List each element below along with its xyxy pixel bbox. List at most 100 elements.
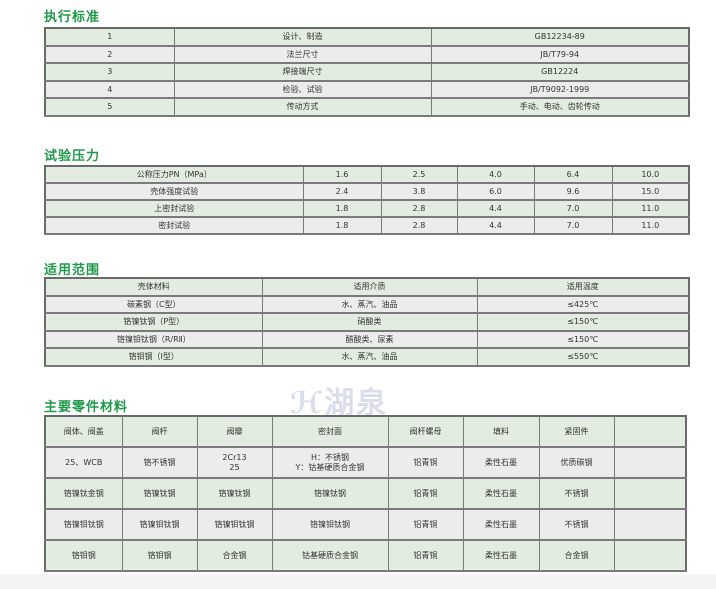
- table-cell: 铬不锈钢: [121, 446, 198, 479]
- table-cell: JB/T79-94: [430, 45, 690, 64]
- scope-table: 壳体材料 适用介质 适用温度 碳素钢（C型） 水、蒸汽、油品 ≤425℃ 铬镍钛钢（P型）硝…: [44, 277, 690, 367]
- pressure-table: 公称压力PN（MPa） 1.6 2.5 4.0 6.4 10.0 壳体强度试验 2.4 3.8 6…: [44, 165, 690, 235]
- table-cell: 6.4: [533, 165, 613, 184]
- table-cell: 4.0: [456, 165, 535, 184]
- standards-table: 1 设计、制造 GB12234-89 2 法兰尺寸 JB/T79-94 3 焊接端尺寸 GB12…: [44, 27, 690, 117]
- table-cell: [613, 415, 687, 448]
- table-cell: 手动、电动、齿轮传动: [430, 97, 690, 117]
- table-cell: 壳体材料: [44, 277, 263, 297]
- table-row: 铬镍钛钢（P型） 硝酸类 ≤150℃: [44, 312, 690, 332]
- table-cell: 密封试验: [44, 216, 304, 235]
- table-row: 4 检验、试验 JB/T9092-1999: [44, 80, 690, 99]
- table-cell: 铬镍钛钢（P型）: [44, 312, 263, 332]
- table-cell: 1: [44, 27, 175, 47]
- table-cell: 6.0: [456, 182, 535, 201]
- table-cell: 合金钢: [196, 539, 273, 572]
- table-cell: 5: [44, 97, 175, 117]
- table-cell: 柔性石墨: [462, 477, 540, 510]
- table-cell: 4.4: [456, 199, 535, 218]
- table-cell: 铬镍钛钢: [271, 477, 389, 510]
- table-cell: 1.8: [302, 216, 382, 235]
- table-cell: 铬镍钛钢: [121, 477, 198, 510]
- table-cell: 2.8: [380, 199, 458, 218]
- table-cell: 9.6: [533, 182, 613, 201]
- table-cell: 焊接端尺寸: [173, 62, 432, 82]
- table-cell: 阀杆: [121, 415, 198, 448]
- table-cell: 阀杆螺母: [387, 415, 464, 448]
- table-cell: 2.4: [302, 182, 382, 201]
- table-row: 壳体强度试验 2.4 3.8 6.0 9.6 15.0: [44, 182, 690, 201]
- table-cell: 2.8: [380, 216, 458, 235]
- table-row: 公称压力PN（MPa） 1.6 2.5 4.0 6.4 10.0: [44, 165, 690, 184]
- table-cell: 阀体、阀盖: [44, 415, 123, 448]
- table-row: 上密封试验 1.8 2.8 4.4 7.0 11.0: [44, 199, 690, 218]
- table-cell: 钴基硬质合金钢: [271, 539, 389, 572]
- table-cell: 铬钼钢（I型）: [44, 347, 263, 367]
- table-cell: 铬镍钛金钢: [44, 477, 123, 510]
- table-row: 铬钼钢（I型） 水、蒸汽、油品 ≤550℃: [44, 347, 690, 367]
- materials-title: 主要零件材料: [44, 400, 129, 415]
- table-cell: 铝青铜: [387, 446, 464, 479]
- table-cell: 2: [44, 45, 175, 64]
- table-cell: 阀瓣: [196, 415, 273, 448]
- table-cell: 硝酸类: [261, 312, 478, 332]
- table-row: 铬钼钢 铬钼钢 合金钢 钴基硬质合金钢 铝青铜 柔性石墨 合金钢: [44, 539, 687, 572]
- table-cell: 铬钼钢: [44, 539, 123, 572]
- table-cell: 合金钢: [538, 539, 615, 572]
- table-cell: 10.0: [611, 165, 690, 184]
- table-cell: 上密封试验: [44, 199, 304, 218]
- table-cell: 3.8: [380, 182, 458, 201]
- table-cell: GB12234-89: [430, 27, 690, 47]
- table-cell: 铝青铜: [387, 539, 464, 572]
- table-cell: 铬镍钛钢: [196, 477, 273, 510]
- table-cell: [613, 539, 687, 572]
- table-cell: 铝青铜: [387, 477, 464, 510]
- table-row: 1 设计、制造 GB12234-89: [44, 27, 690, 47]
- table-header-row: 壳体材料 适用介质 适用温度: [44, 277, 690, 297]
- table-row: 碳素钢（C型） 水、蒸汽、油品 ≤425℃: [44, 295, 690, 314]
- table-cell: 醋酸类、尿素: [261, 330, 478, 349]
- table-cell: 水、蒸汽、油品: [261, 295, 478, 314]
- table-cell: ≤425℃: [476, 295, 690, 314]
- footer-band: [0, 574, 716, 589]
- table-cell: 1.6: [302, 165, 382, 184]
- table-cell: H：不锈钢 Y：钴基硬质合金钢: [271, 446, 389, 479]
- table-cell: 2Cr13 25: [196, 446, 273, 479]
- table-cell: ≤150℃: [476, 330, 690, 349]
- table-cell: 公称压力PN（MPa）: [44, 165, 304, 184]
- table-row: 5 传动方式 手动、电动、齿轮传动: [44, 97, 690, 117]
- table-cell: 3: [44, 62, 175, 82]
- table-cell: 25、WCB: [44, 446, 123, 479]
- table-cell: 壳体强度试验: [44, 182, 304, 201]
- table-cell: ≤550℃: [476, 347, 690, 367]
- table-row: 密封试验 1.8 2.8 4.4 7.0 11.0: [44, 216, 690, 235]
- table-cell: 铬镍钼钛钢（R/RⅡ）: [44, 330, 263, 349]
- table-cell: 紧固件: [538, 415, 615, 448]
- table-cell: 7.0: [533, 199, 613, 218]
- table-cell: 铬钼钢: [121, 539, 198, 572]
- table-cell: 11.0: [611, 216, 690, 235]
- table-header-row: 阀体、阀盖 阀杆 阀瓣 密封面 阀杆螺母 填料 紧固件: [44, 415, 687, 448]
- table-row: 3 焊接端尺寸 GB12224: [44, 62, 690, 82]
- table-cell: 密封面: [271, 415, 389, 448]
- table-row: 铬镍钼钛钢（R/RⅡ） 醋酸类、尿素 ≤150℃: [44, 330, 690, 349]
- table-cell: 柔性石墨: [462, 446, 540, 479]
- table-cell: 检验、试验: [173, 80, 432, 99]
- table-cell: 适用介质: [261, 277, 478, 297]
- table-cell: 不锈钢: [538, 508, 615, 541]
- table-row: 铬镍钼钛钢 铬镍钼钛钢 铬镍钼钛钢 铬镍钼钛钢 铝青铜 柔性石墨 不锈钢: [44, 508, 687, 541]
- scope-title: 适用范围: [44, 263, 101, 278]
- table-cell: 水、蒸汽、油品: [261, 347, 478, 367]
- pressure-title: 试验压力: [44, 149, 101, 164]
- table-cell: 铝青铜: [387, 508, 464, 541]
- table-cell: 2.5: [380, 165, 458, 184]
- table-row: 2 法兰尺寸 JB/T79-94: [44, 45, 690, 64]
- table-cell: 11.0: [611, 199, 690, 218]
- table-cell: [613, 446, 687, 479]
- table-cell: 铬镍钼钛钢: [44, 508, 123, 541]
- table-cell: 1.8: [302, 199, 382, 218]
- table-cell: JB/T9092-1999: [430, 80, 690, 99]
- table-cell: 适用温度: [476, 277, 690, 297]
- table-cell: 15.0: [611, 182, 690, 201]
- materials-table: 阀体、阀盖 阀杆 阀瓣 密封面 阀杆螺母 填料 紧固件 25、WCB 铬不锈钢 2Cr13 25 H…: [44, 415, 687, 572]
